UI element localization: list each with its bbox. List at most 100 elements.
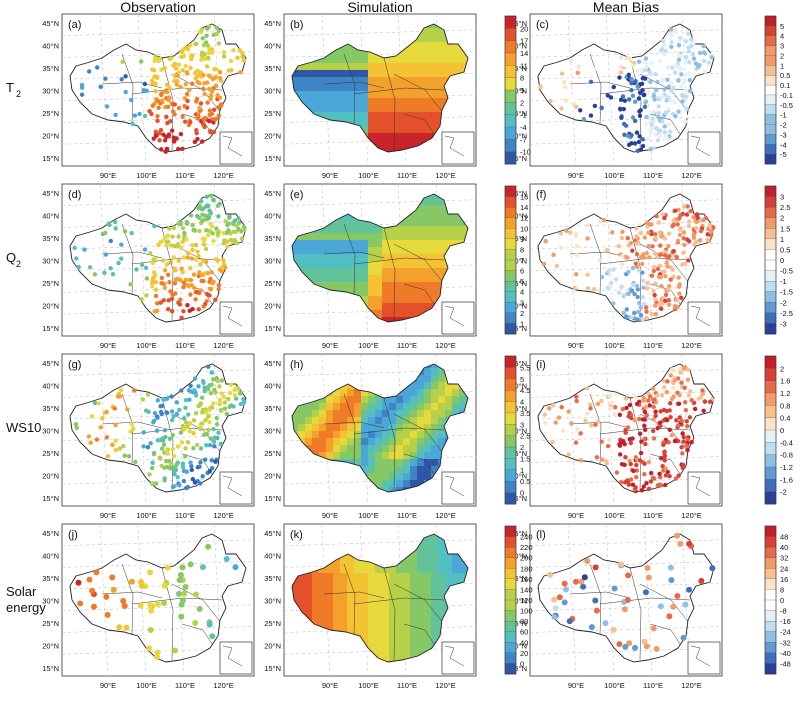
station-dot (150, 481, 155, 486)
lat-label: 40°N (510, 552, 527, 561)
colorbar-swatch (764, 312, 777, 324)
province-border (353, 257, 445, 265)
station-dot (205, 100, 210, 105)
station-dot (129, 97, 134, 103)
colorbar-swatch (764, 642, 777, 654)
station-dot (133, 459, 138, 465)
station-dot (667, 427, 673, 433)
field-cell (340, 601, 348, 609)
field-cell (417, 289, 425, 297)
field-cell (319, 112, 327, 120)
station-dot (697, 50, 703, 56)
china-outline (291, 363, 469, 493)
field-cell (361, 112, 369, 120)
field-cell (368, 98, 376, 106)
field-cell (326, 417, 334, 425)
station-dot (215, 231, 221, 237)
station-dot (153, 89, 158, 94)
grid-lat (529, 137, 723, 145)
field-cell (389, 133, 397, 141)
station-dot (566, 452, 571, 457)
field-cell (452, 566, 460, 574)
field-cell (410, 594, 418, 602)
station-dot (663, 473, 669, 478)
field-cell (333, 431, 341, 439)
lat-label: 25°N (264, 279, 281, 288)
field-cell (396, 226, 404, 234)
field-cell (389, 452, 397, 460)
field-cell (361, 615, 369, 623)
province-border (403, 623, 435, 645)
field-cell (424, 608, 432, 616)
station-dot (216, 214, 221, 219)
field-cell (403, 133, 411, 141)
station-dot (219, 265, 225, 270)
colorbar-swatch (504, 28, 517, 42)
station-dot (668, 129, 673, 134)
field-cell (375, 580, 383, 588)
field-cell (417, 205, 425, 213)
field-cell (452, 56, 460, 64)
lat-label: 15°N (42, 154, 59, 163)
station-dot (166, 239, 171, 244)
station-dot (191, 272, 197, 277)
field-cell (333, 438, 341, 446)
lat-label: 35°N (42, 64, 59, 73)
field-cell (340, 84, 348, 92)
station-dot (630, 115, 636, 120)
station-dot (228, 382, 234, 387)
station-dot (214, 422, 220, 427)
colorbar-swatch (504, 291, 517, 303)
field-cell (438, 601, 446, 609)
field-cell (459, 566, 467, 574)
station-dot (588, 624, 595, 631)
station-dot (207, 468, 212, 474)
station-dot (157, 138, 162, 143)
station-dot (634, 468, 640, 473)
field-cell (326, 410, 334, 418)
station-dot (177, 302, 183, 307)
station-dot (638, 305, 644, 310)
field-cell (292, 594, 299, 602)
grid-lat (283, 199, 477, 206)
colorbar-swatch (764, 568, 777, 580)
station-dot (131, 426, 136, 431)
colorbar-swatch (764, 417, 777, 431)
station-dot (104, 409, 109, 415)
inset-box (219, 641, 253, 675)
station-dot (687, 415, 693, 420)
station-dot (209, 50, 215, 56)
field-cell (333, 615, 341, 623)
station-dot (702, 399, 708, 404)
province-border (393, 243, 445, 285)
field-cell (319, 63, 327, 71)
field-cell (312, 247, 320, 255)
field-cell (305, 608, 313, 616)
station-dot (76, 264, 81, 270)
field-cell (361, 459, 369, 467)
station-dot (176, 577, 183, 584)
station-dot (229, 403, 234, 408)
station-dot (662, 458, 667, 463)
field-cell (361, 466, 369, 474)
station-dot (185, 98, 190, 104)
station-dot (623, 455, 628, 460)
station-dot (679, 83, 684, 89)
field-cell (438, 77, 446, 85)
station-dot (616, 290, 622, 296)
field-cell (382, 70, 390, 78)
station-dot (564, 228, 569, 233)
station-dot (674, 592, 681, 599)
station-dot (157, 131, 162, 136)
station-dot (199, 564, 206, 571)
field-cell (438, 254, 446, 262)
field-cell (403, 573, 411, 581)
station-dot (630, 265, 636, 271)
station-dot (128, 578, 135, 585)
station-dot (599, 398, 604, 404)
field-cell (410, 296, 418, 304)
station-dot (602, 620, 609, 627)
station-dot (677, 38, 682, 44)
